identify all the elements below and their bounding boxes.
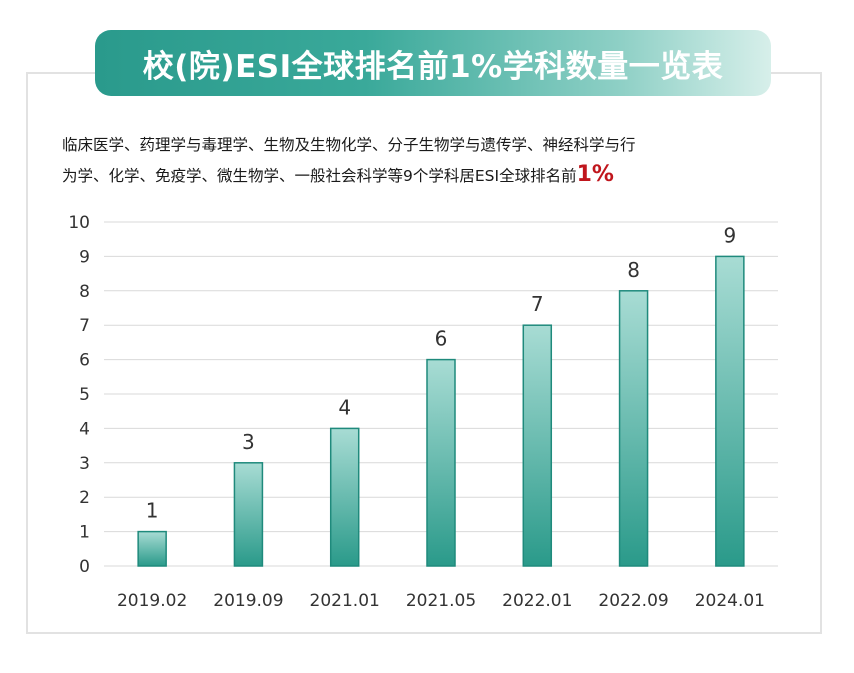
y-tick-label: 8 bbox=[79, 282, 90, 302]
data-label-2024.01: 9 bbox=[723, 223, 736, 247]
y-tick-label: 7 bbox=[79, 316, 90, 336]
x-tick-label: 2019.09 bbox=[213, 591, 283, 611]
y-tick-label: 6 bbox=[79, 351, 90, 371]
bar-2019.09 bbox=[233, 462, 264, 567]
description-highlight: 1% bbox=[576, 162, 614, 187]
y-tick-label: 9 bbox=[79, 247, 90, 267]
y-axis-ticks: 0 1 2 3 4 5 6 7 8 9 10 bbox=[68, 213, 90, 577]
y-tick-label: 4 bbox=[79, 419, 90, 439]
description-text: 临床医学、药理学与毒理学、生物及生物化学、分子生物学与遗传学、神经科学与行 为学… bbox=[62, 130, 792, 191]
data-label-2019.02: 1 bbox=[146, 499, 159, 523]
x-tick-label: 2022.01 bbox=[502, 591, 572, 611]
page-title: 校(院)ESI全球排名前1%学科数量一览表 bbox=[142, 48, 724, 85]
data-label-2021.05: 6 bbox=[435, 327, 448, 351]
bar-2022.01 bbox=[522, 324, 553, 567]
y-tick-label: 1 bbox=[79, 523, 90, 543]
description-line-2: 为学、化学、免疫学、微生物学、一般社会科学等9个学科居ESI全球排名前1% bbox=[62, 160, 792, 191]
y-tick-label: 10 bbox=[68, 213, 90, 233]
title-banner: 校(院)ESI全球排名前1%学科数量一览表 bbox=[95, 30, 771, 96]
x-axis-ticks: 2019.02 2019.09 2021.01 2021.05 2022.01 2022.… bbox=[117, 591, 765, 611]
data-label-2021.01: 4 bbox=[338, 395, 351, 419]
description-line-1: 临床医学、药理学与毒理学、生物及生物化学、分子生物学与遗传学、神经科学与行 bbox=[62, 136, 636, 154]
bar-2019.02 bbox=[137, 530, 167, 567]
y-tick-label: 5 bbox=[79, 385, 90, 405]
y-tick-label: 2 bbox=[79, 488, 90, 508]
x-tick-label: 2019.02 bbox=[117, 591, 187, 611]
x-tick-label: 2021.01 bbox=[310, 591, 380, 611]
data-labels: 1 3 4 6 7 8 9 bbox=[146, 223, 736, 522]
data-label-2022.09: 8 bbox=[627, 258, 640, 282]
bar-2021.05 bbox=[426, 358, 456, 567]
bar-2024.01 bbox=[715, 255, 745, 567]
x-tick-label: 2024.01 bbox=[695, 591, 765, 611]
bars bbox=[137, 255, 745, 567]
bar-2022.09 bbox=[618, 290, 649, 567]
bar-2021.01 bbox=[329, 427, 360, 567]
y-tick-label: 3 bbox=[79, 454, 90, 474]
x-tick-label: 2022.09 bbox=[598, 591, 668, 611]
data-label-2019.09: 3 bbox=[242, 430, 255, 454]
data-label-2022.01: 7 bbox=[531, 292, 544, 316]
y-tick-label: 0 bbox=[79, 557, 90, 577]
x-tick-label: 2021.05 bbox=[406, 591, 476, 611]
description-line-2-text: 为学、化学、免疫学、微生物学、一般社会科学等9个学科居ESI全球排名前 bbox=[62, 167, 577, 185]
